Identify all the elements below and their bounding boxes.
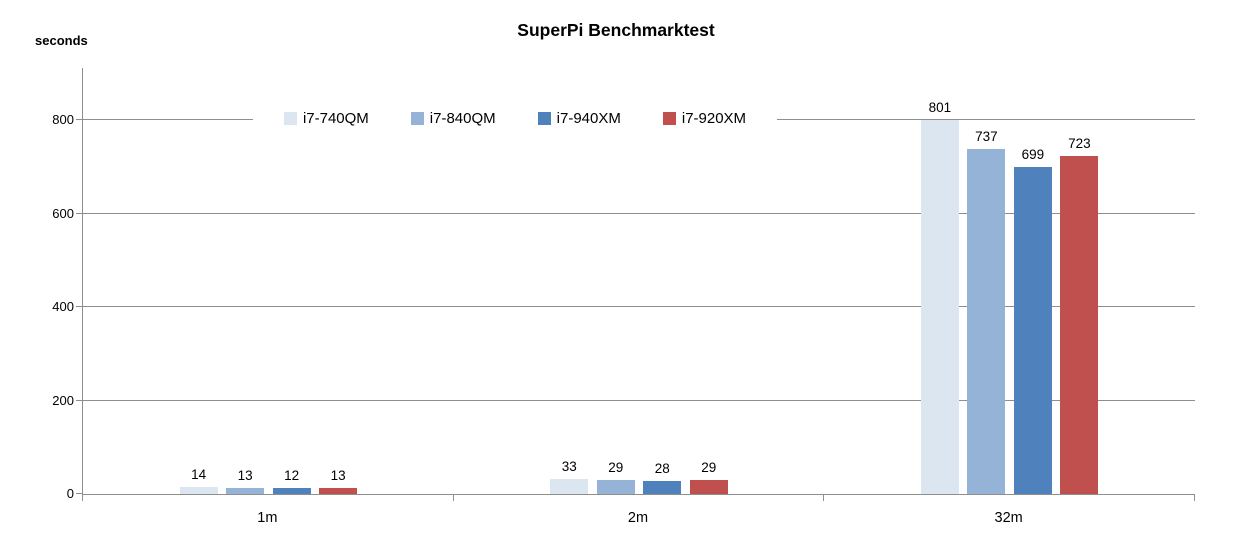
legend-swatch-i7-940XM (537, 112, 551, 125)
y-axis-tick-mark (76, 119, 82, 120)
y-axis-tick-label: 0 (66, 486, 74, 501)
bar-i7-940XM-2m (643, 480, 682, 494)
bar-i7-920XM-32m (1060, 155, 1099, 494)
bar-i7-840QM-32m (967, 149, 1006, 494)
category-label-2m: 2m (627, 510, 649, 526)
legend-swatch-i7-740QM (283, 112, 297, 125)
bar-i7-840QM-2m (596, 480, 635, 494)
bar-value-label-i7-920XM-32m: 723 (1068, 135, 1091, 151)
bar-i7-920XM-1m (319, 487, 358, 494)
y-axis-tick-mark (76, 493, 82, 494)
bar-i7-740QM-32m (920, 119, 959, 494)
x-axis-tick-mark (82, 495, 83, 501)
y-axis-tick-label: 400 (52, 299, 74, 314)
bar-i7-920XM-2m (689, 480, 728, 494)
plot-area: 14 13 12 13 33 29 28 29 801 737 699 723 (82, 68, 1195, 495)
gridline-400 (83, 306, 1195, 307)
y-axis-tick-mark (76, 306, 82, 307)
bar-value-label-i7-920XM-2m: 29 (701, 460, 717, 476)
legend-label-i7-920XM: i7-920XM (681, 110, 747, 127)
bar-i7-740QM-2m (550, 478, 589, 494)
bar-i7-740QM-1m (179, 487, 218, 494)
bar-value-label-i7-840QM-2m: 29 (608, 460, 624, 476)
legend-label-i7-840QM: i7-840QM (429, 110, 496, 127)
bar-i7-940XM-1m (272, 488, 311, 494)
legend-label-i7-740QM: i7-740QM (302, 110, 369, 127)
gridline-200 (83, 399, 1195, 401)
legend-item-i7-740QM: i7-740QM (283, 110, 369, 127)
legend-item-i7-840QM: i7-840QM (410, 110, 496, 127)
legend-item-i7-920XM: i7-920XM (662, 110, 747, 127)
gridline-600 (83, 212, 1195, 214)
bar-value-label-i7-920XM-1m: 13 (330, 467, 346, 483)
y-axis-tick-mark (76, 399, 82, 401)
y-axis-tick-label: 600 (52, 205, 74, 221)
x-axis-tick-mark (823, 495, 825, 501)
legend-item-i7-940XM: i7-940XM (537, 110, 621, 127)
category-label-1m: 1m (257, 510, 278, 526)
bar-value-label-i7-840QM-32m: 737 (975, 129, 998, 145)
bar-i7-840QM-1m (226, 487, 265, 494)
bar-value-label-i7-940XM-2m: 28 (654, 460, 670, 476)
bar-i7-940XM-32m (1013, 167, 1052, 494)
category-label-32m: 32m (994, 510, 1023, 526)
bar-value-label-i7-740QM-1m: 14 (191, 467, 207, 483)
y-axis-tick-mark (76, 212, 82, 214)
legend-label-i7-940XM: i7-940XM (556, 110, 621, 127)
y-axis-tick-label: 800 (52, 112, 74, 127)
legend: i7-740QM i7-840QM i7-940XM i7-920XM (253, 105, 777, 132)
bar-value-label-i7-740QM-32m: 801 (928, 99, 952, 115)
x-axis-tick-mark (1194, 495, 1195, 501)
bar-value-label-i7-940XM-32m: 699 (1021, 147, 1045, 163)
legend-swatch-i7-840QM (410, 112, 424, 125)
chart-title: SuperPi Benchmarktest (517, 20, 715, 40)
x-axis-tick-mark (452, 495, 454, 501)
y-axis-unit-label: seconds (35, 33, 88, 48)
bar-value-label-i7-940XM-1m: 12 (284, 468, 300, 484)
bar-value-label-i7-840QM-1m: 13 (237, 467, 253, 483)
bar-value-label-i7-740QM-2m: 33 (561, 458, 577, 474)
legend-swatch-i7-920XM (662, 112, 676, 125)
y-axis-tick-label: 200 (52, 392, 74, 408)
